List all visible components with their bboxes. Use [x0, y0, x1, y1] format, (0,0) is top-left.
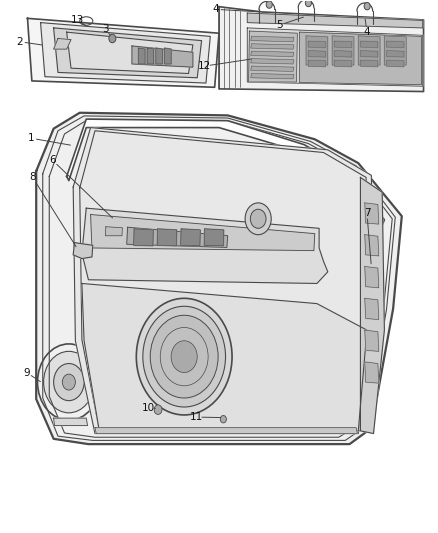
Polygon shape [365, 330, 379, 351]
Polygon shape [127, 227, 228, 247]
Polygon shape [358, 36, 380, 65]
Polygon shape [360, 60, 378, 67]
Polygon shape [300, 32, 421, 85]
Text: 3: 3 [102, 25, 108, 35]
Polygon shape [387, 60, 404, 67]
Circle shape [251, 209, 266, 228]
Polygon shape [365, 298, 379, 319]
Circle shape [44, 351, 94, 413]
Polygon shape [41, 22, 210, 83]
Polygon shape [360, 51, 378, 57]
Polygon shape [73, 243, 93, 259]
Polygon shape [306, 36, 328, 65]
Polygon shape [365, 362, 379, 383]
Text: 7: 7 [364, 208, 370, 219]
Text: 10: 10 [142, 403, 155, 413]
Polygon shape [53, 418, 88, 425]
Polygon shape [67, 119, 385, 225]
Text: 2: 2 [16, 37, 23, 47]
Text: 4: 4 [364, 27, 370, 37]
Text: 4: 4 [212, 4, 219, 14]
Text: 13: 13 [71, 15, 84, 25]
Polygon shape [249, 31, 297, 82]
Polygon shape [132, 46, 193, 67]
Polygon shape [73, 127, 374, 433]
Circle shape [364, 3, 370, 10]
Polygon shape [332, 36, 354, 65]
Polygon shape [251, 66, 294, 71]
Polygon shape [53, 38, 71, 49]
Text: 5: 5 [276, 20, 283, 30]
Polygon shape [365, 203, 379, 224]
Text: 8: 8 [29, 172, 36, 182]
Polygon shape [165, 48, 171, 64]
Polygon shape [247, 28, 423, 86]
Text: 9: 9 [23, 368, 30, 377]
Polygon shape [82, 208, 328, 284]
Text: 11: 11 [190, 412, 203, 422]
Polygon shape [251, 74, 294, 79]
Polygon shape [365, 266, 379, 288]
Polygon shape [106, 227, 122, 236]
Polygon shape [156, 48, 162, 64]
Circle shape [266, 1, 272, 9]
Polygon shape [360, 177, 385, 433]
Polygon shape [251, 44, 294, 49]
Circle shape [150, 316, 218, 398]
Circle shape [154, 405, 162, 415]
Circle shape [171, 341, 197, 373]
Circle shape [143, 306, 226, 407]
Polygon shape [91, 215, 315, 251]
Polygon shape [53, 28, 201, 78]
Circle shape [245, 203, 271, 235]
Polygon shape [385, 36, 406, 65]
Polygon shape [308, 60, 325, 67]
Polygon shape [157, 229, 177, 246]
Circle shape [136, 298, 232, 415]
Polygon shape [147, 48, 154, 64]
Polygon shape [95, 427, 357, 433]
Text: 12: 12 [198, 61, 211, 71]
Polygon shape [334, 51, 352, 57]
Polygon shape [247, 13, 423, 28]
Polygon shape [138, 48, 145, 64]
Polygon shape [82, 284, 367, 431]
Circle shape [220, 416, 226, 423]
Polygon shape [251, 59, 294, 64]
Polygon shape [334, 60, 352, 67]
Text: 1: 1 [28, 133, 34, 143]
Circle shape [53, 364, 84, 401]
Polygon shape [360, 41, 378, 47]
Polygon shape [334, 41, 352, 47]
Polygon shape [365, 235, 379, 256]
Circle shape [62, 374, 75, 390]
Circle shape [109, 34, 116, 43]
Polygon shape [67, 32, 193, 74]
Polygon shape [308, 41, 325, 47]
Polygon shape [28, 18, 219, 87]
Text: 6: 6 [49, 156, 56, 165]
Polygon shape [251, 51, 294, 56]
Polygon shape [251, 36, 294, 42]
Polygon shape [219, 7, 424, 92]
Polygon shape [36, 113, 402, 444]
Polygon shape [387, 51, 404, 57]
Polygon shape [308, 51, 325, 57]
Polygon shape [204, 229, 224, 246]
Polygon shape [134, 229, 153, 246]
Polygon shape [387, 41, 404, 47]
Circle shape [305, 0, 311, 7]
Circle shape [38, 344, 100, 420]
Polygon shape [181, 229, 200, 246]
